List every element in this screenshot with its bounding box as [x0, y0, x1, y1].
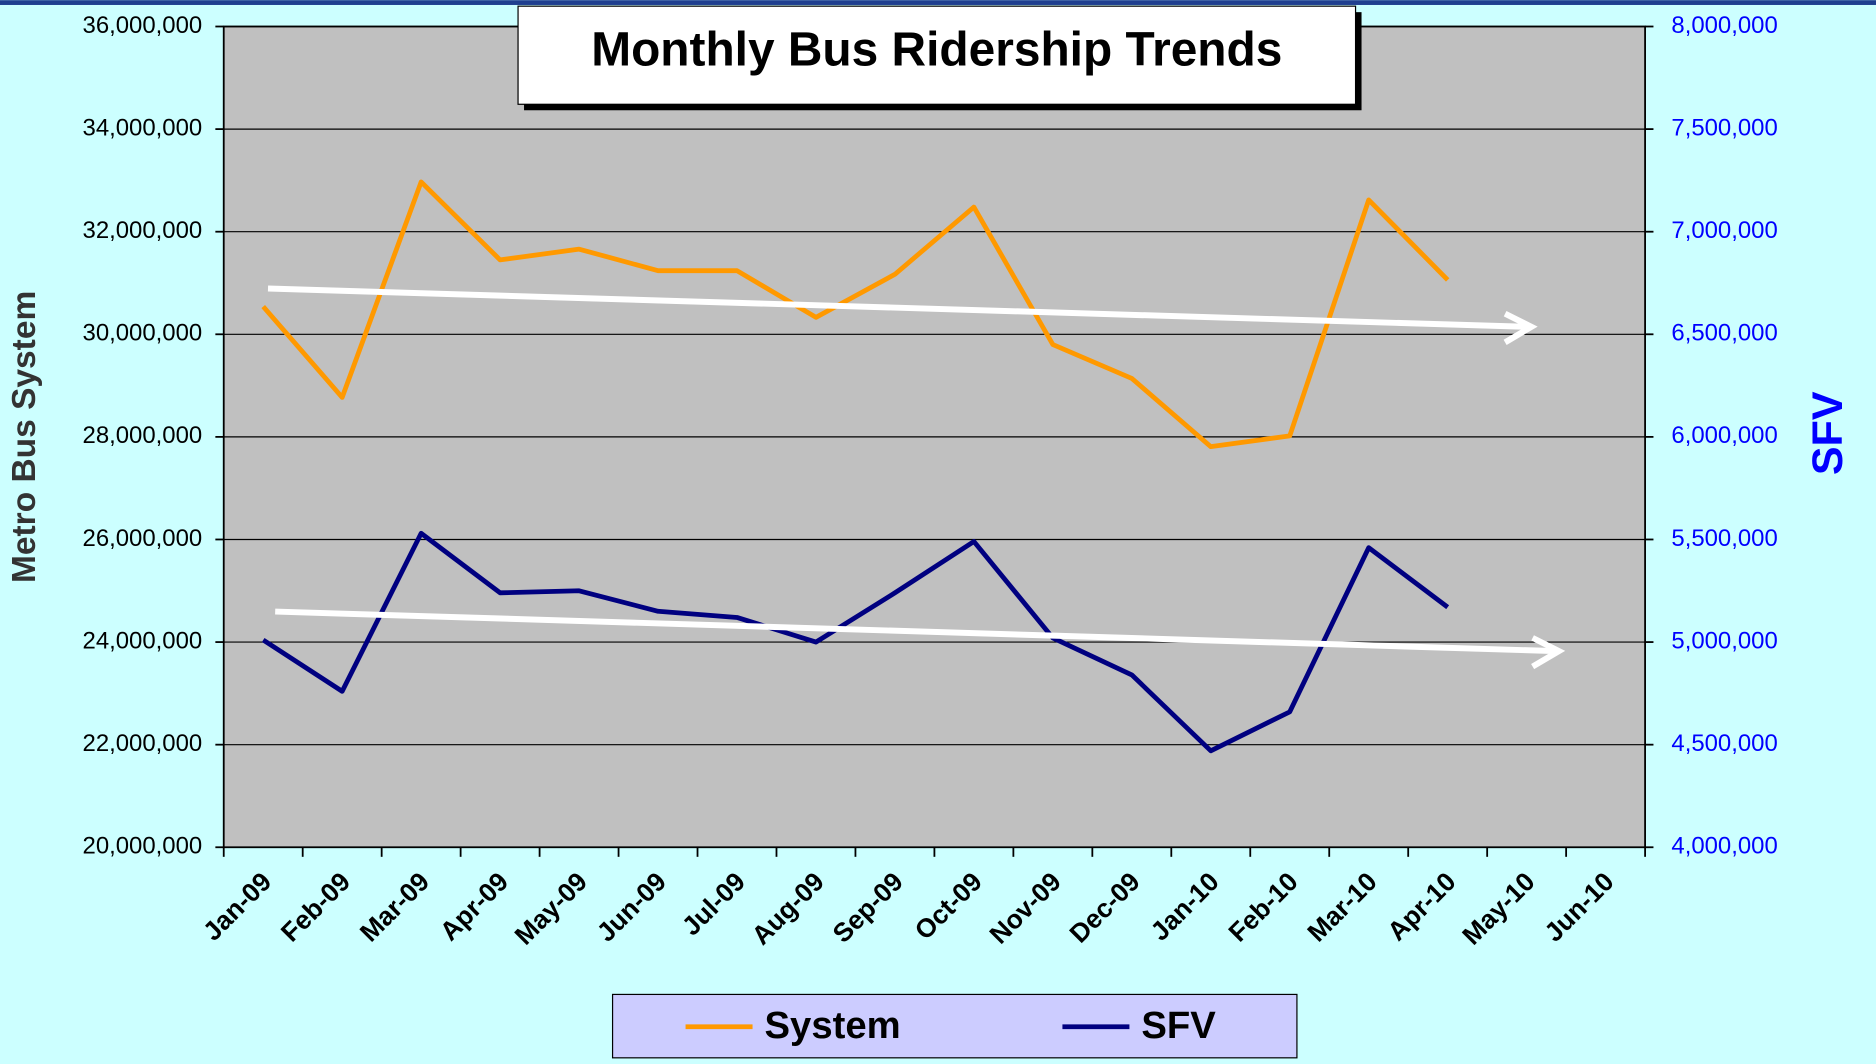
y-tick-label: 24,000,000 — [83, 627, 203, 654]
y2-tick-label: 5,500,000 — [1671, 525, 1777, 552]
trend-arrowhead — [1531, 635, 1566, 670]
trend-line — [275, 608, 1554, 655]
y-tick-label: 30,000,000 — [83, 320, 203, 347]
title-box — [517, 5, 1357, 105]
trend-arrows — [267, 285, 1566, 670]
legend-label: SFV — [1141, 1004, 1216, 1047]
y-tick-label: 34,000,000 — [83, 114, 203, 141]
series-line — [261, 179, 1450, 450]
legend-label: System — [765, 1004, 901, 1047]
trend-arrowhead — [1503, 310, 1538, 345]
y2-tick-label: 5,000,000 — [1671, 627, 1777, 654]
y2-tick-label: 6,500,000 — [1671, 320, 1777, 347]
y-tick-label: 20,000,000 — [83, 833, 203, 860]
y2-tick-label: 4,000,000 — [1671, 833, 1777, 860]
top-border — [0, 0, 1876, 5]
y-tick-label: 32,000,000 — [83, 217, 203, 244]
y2-tick-label: 6,000,000 — [1671, 422, 1777, 449]
legend: System SFV — [685, 1004, 1216, 1047]
y-tick-label: 28,000,000 — [83, 422, 203, 449]
series-line — [261, 530, 1450, 754]
y2-tick-label: 8,000,000 — [1671, 12, 1777, 39]
y2-tick-label: 4,500,000 — [1671, 730, 1777, 757]
series-lines — [261, 179, 1450, 754]
chart-title: Monthly Bus Ridership Trends — [591, 23, 1282, 76]
y-axis-title: Metro Bus System — [6, 291, 43, 583]
y2-tick-label: 7,500,000 — [1671, 114, 1777, 141]
y-tick-label: 22,000,000 — [83, 730, 203, 757]
y2-axis-title: SFV — [1804, 391, 1852, 475]
trend-line — [267, 285, 1526, 330]
y2-tick-label: 7,000,000 — [1671, 217, 1777, 244]
y-tick-label: 36,000,000 — [83, 12, 203, 39]
y-tick-label: 26,000,000 — [83, 525, 203, 552]
